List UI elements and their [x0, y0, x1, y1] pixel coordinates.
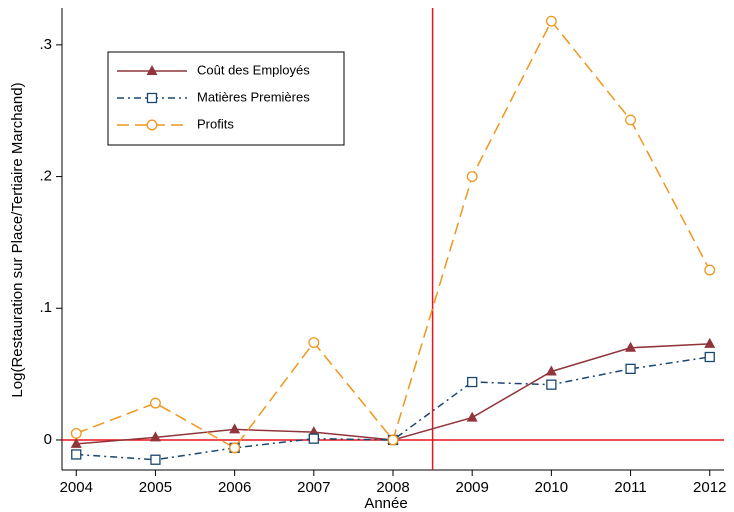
- marker: [467, 376, 478, 388]
- marker: [150, 454, 161, 465]
- x-tick-label: 2004: [60, 479, 93, 496]
- marker: [308, 433, 319, 444]
- marker: [625, 114, 637, 126]
- y-axis-label: Log(Restauration sur Place/Tertiaire Mar…: [9, 82, 26, 397]
- y-tick-label: 0: [44, 431, 52, 448]
- marker: [546, 379, 557, 390]
- legend-marker: [146, 92, 158, 104]
- marker: [466, 171, 478, 183]
- marker: [704, 264, 716, 276]
- y-tick-label: .1: [39, 299, 52, 316]
- legend-label: Coût des Employés: [197, 62, 310, 77]
- marker: [70, 437, 82, 448]
- marker: [704, 337, 716, 348]
- marker: [229, 442, 241, 454]
- x-tick-label: 2008: [376, 479, 409, 496]
- marker: [149, 431, 161, 442]
- x-tick-label: 2012: [693, 479, 726, 496]
- marker: [545, 365, 557, 376]
- marker: [71, 449, 82, 460]
- marker: [625, 363, 636, 375]
- legend-marker: [146, 119, 158, 131]
- marker: [545, 15, 557, 27]
- marker: [149, 397, 161, 409]
- marker: [387, 434, 399, 446]
- legend-label: Profits: [197, 116, 234, 131]
- legend-label: Matières Premières: [197, 89, 310, 104]
- x-tick-label: 2007: [297, 479, 330, 496]
- x-tick-label: 2009: [455, 479, 488, 496]
- marker: [466, 411, 478, 422]
- y-tick-label: .3: [39, 36, 52, 53]
- legend-marker: [146, 65, 158, 75]
- marker: [625, 341, 637, 352]
- x-axis-label: Année: [364, 495, 407, 512]
- y-tick-label: .2: [39, 168, 52, 185]
- x-tick-label: 2005: [139, 479, 172, 496]
- x-tick-label: 2011: [614, 479, 646, 496]
- x-tick-label: 2010: [535, 479, 568, 496]
- marker: [704, 351, 715, 363]
- marker: [70, 427, 82, 439]
- x-tick-label: 2006: [218, 479, 251, 496]
- marker: [229, 423, 241, 434]
- marker: [308, 337, 320, 348]
